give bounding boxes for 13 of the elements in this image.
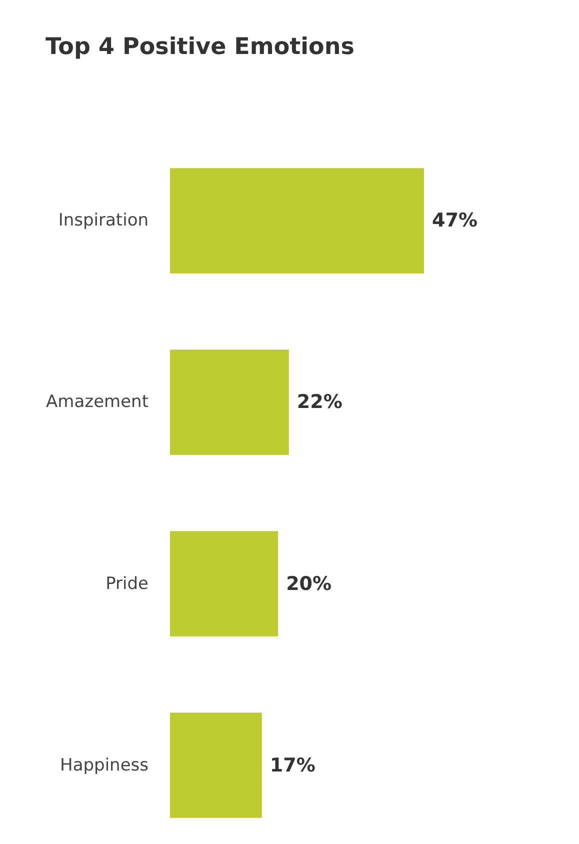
- chart-title: Top 4 Positive Emotions: [46, 34, 354, 60]
- y-tick-label: Inspiration: [58, 210, 148, 231]
- data-label: 22%: [296, 391, 342, 414]
- y-tick-label: Happiness: [60, 755, 149, 776]
- data-label: 47%: [432, 210, 478, 232]
- bar: [170, 531, 278, 636]
- y-tick-label: Pride: [106, 574, 148, 594]
- data-label: 20%: [286, 572, 332, 595]
- bar: [170, 712, 262, 818]
- bar: [170, 350, 289, 455]
- y-tick-label: Amazement: [46, 392, 149, 412]
- bar: [170, 168, 424, 274]
- data-label: 17%: [270, 754, 316, 776]
